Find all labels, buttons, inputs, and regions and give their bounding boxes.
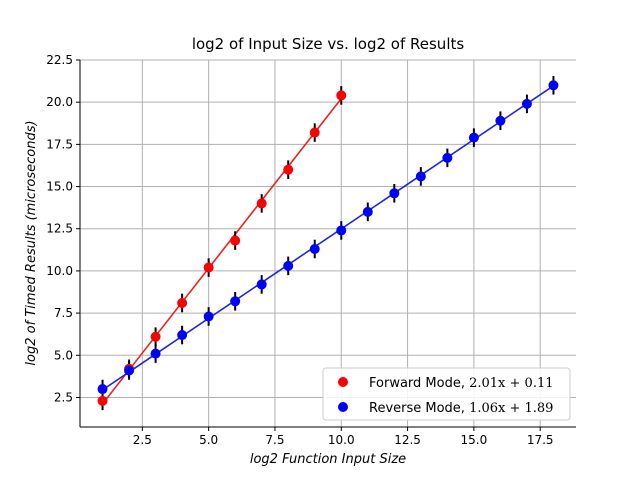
reverse-data-point xyxy=(177,330,188,341)
x-tick-label: 15.0 xyxy=(461,433,488,447)
reverse-data-point xyxy=(468,132,479,143)
forward-data-point xyxy=(203,262,214,273)
forward-data-point xyxy=(97,395,108,406)
reverse-data-point xyxy=(548,80,559,91)
reverse-legend-label: Reverse Mode, 1.06x + 1.89 xyxy=(369,401,553,416)
forward-legend-label: Forward Mode, 2.01x + 0.11 xyxy=(369,376,554,391)
reverse-data-point xyxy=(230,296,241,307)
forward-data-point xyxy=(230,235,241,246)
x-tick-label: 10.0 xyxy=(328,433,355,447)
y-tick-label: 15.0 xyxy=(46,180,73,194)
grid-lines xyxy=(80,59,576,427)
reverse-data-point xyxy=(256,279,267,290)
reverse-data-point xyxy=(124,365,135,376)
reverse-data-point xyxy=(389,188,400,199)
axis-ticks: 2.5 5.0 7.5 10.0 12.5 15.0 17.5 2.5 5.0 7.5 10.0 12… xyxy=(46,53,553,447)
forward-legend-marker xyxy=(338,377,348,387)
data-points xyxy=(97,80,559,406)
forward-data-point xyxy=(283,164,294,175)
y-tick-label: 5.0 xyxy=(54,348,73,362)
y-tick-label: 2.5 xyxy=(54,390,73,404)
forward-data-point xyxy=(256,198,267,209)
forward-data-point xyxy=(177,297,188,308)
reverse-data-point xyxy=(442,152,453,163)
y-tick-label: 22.5 xyxy=(46,53,73,67)
x-tick-label: 7.5 xyxy=(265,433,284,447)
reverse-data-point xyxy=(495,115,506,126)
x-axis-label: log2 Function Input Size xyxy=(250,452,406,467)
y-tick-label: 20.0 xyxy=(46,95,73,109)
reverse-data-point xyxy=(415,171,426,182)
x-tick-label: 12.5 xyxy=(394,433,421,447)
x-tick-label: 17.5 xyxy=(527,433,554,447)
reverse-data-point xyxy=(150,348,161,359)
legend: Forward Mode, 2.01x + 0.11 Reverse Mode, … xyxy=(322,367,571,421)
forward-data-point xyxy=(309,127,320,138)
reverse-data-point xyxy=(203,311,214,322)
chart-title: log2 of Input Size vs. log2 of Results xyxy=(192,35,465,53)
y-tick-label: 10.0 xyxy=(46,264,73,278)
reverse-data-point xyxy=(521,98,532,109)
x-tick-label: 5.0 xyxy=(199,433,218,447)
reverse-data-point xyxy=(97,384,108,395)
forward-data-point xyxy=(336,90,347,101)
axes xyxy=(79,60,576,428)
y-axis-label: log2 of Timed Results (microseconds) xyxy=(24,120,39,365)
reverse-legend-marker xyxy=(338,402,348,412)
forward-data-point xyxy=(150,331,161,342)
reverse-data-point xyxy=(283,260,294,271)
reverse-data-point xyxy=(309,243,320,254)
reverse-data-point xyxy=(336,225,347,236)
x-tick-label: 2.5 xyxy=(133,433,152,447)
y-tick-label: 17.5 xyxy=(46,137,73,151)
legend-box xyxy=(322,367,571,421)
forward-fit-line xyxy=(101,98,342,405)
y-tick-label: 7.5 xyxy=(54,306,73,320)
y-tick-label: 12.5 xyxy=(46,222,73,236)
reverse-data-point xyxy=(362,206,373,217)
